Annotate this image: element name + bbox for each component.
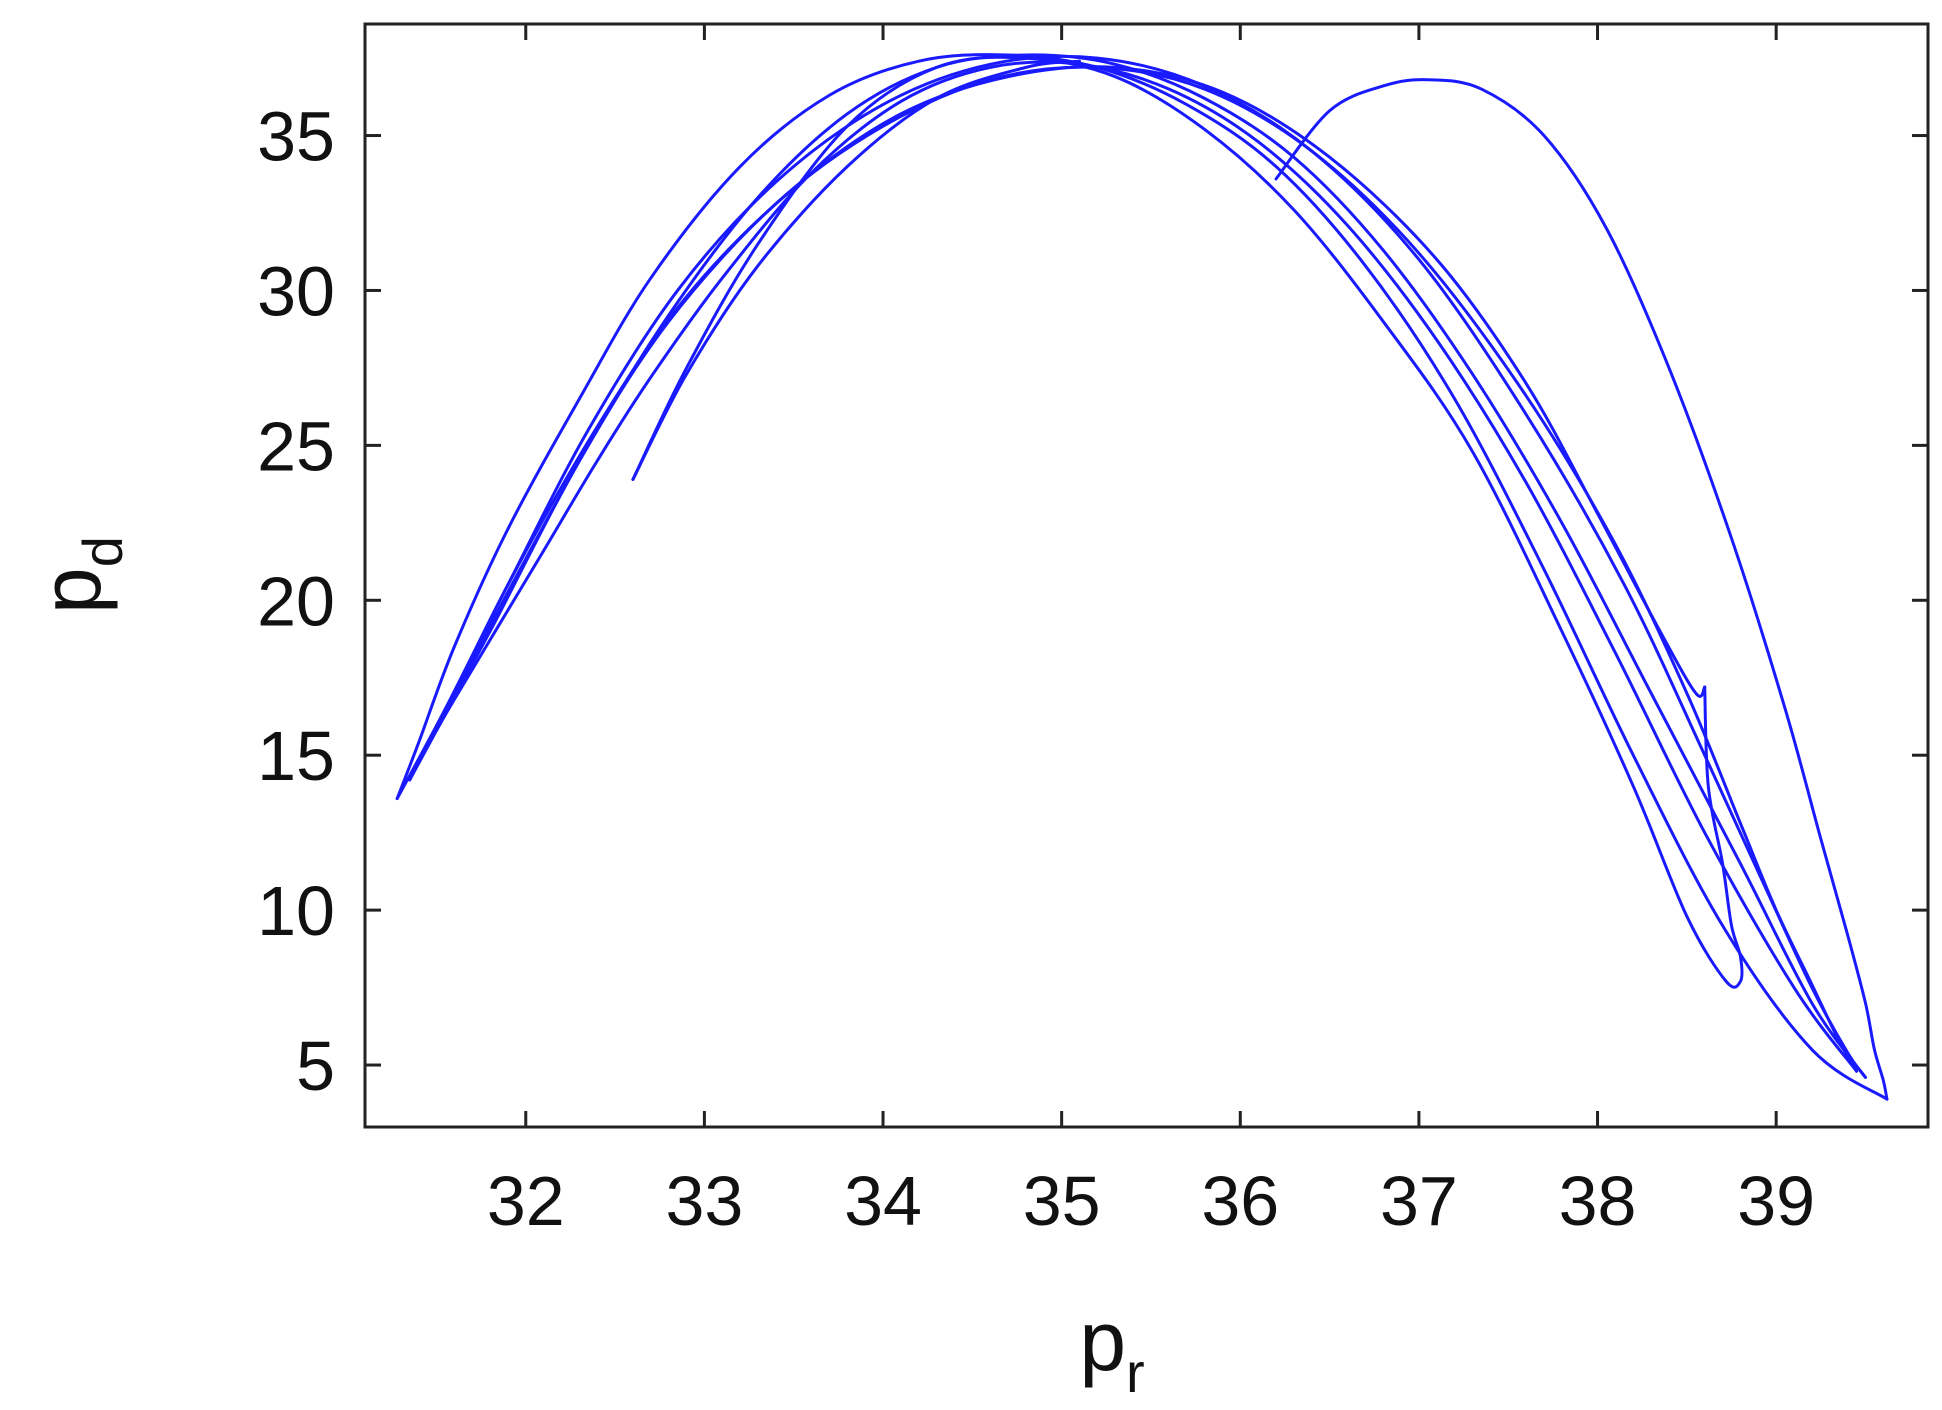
x-axis-label-main: p	[1079, 1294, 1126, 1388]
x-tick-label-37: 37	[1380, 1162, 1458, 1240]
x-tick-label-39: 39	[1737, 1162, 1815, 1240]
x-tick-label-33: 33	[665, 1162, 743, 1240]
x-axis-label-subscript: r	[1126, 1341, 1145, 1404]
y-tick-label-20: 20	[257, 562, 335, 640]
y-tick-label-30: 30	[257, 252, 335, 330]
y-tick-label-5: 5	[296, 1027, 335, 1105]
x-tick-label-34: 34	[844, 1162, 922, 1240]
y-tick-label-35: 35	[257, 98, 335, 176]
trajectory-segment-8	[631, 55, 1744, 989]
x-tick-label-36: 36	[1201, 1162, 1279, 1240]
trajectory-segment-5	[408, 65, 1859, 1073]
trajectory-segment-2	[395, 53, 1889, 1101]
plot-frame	[363, 22, 1930, 1129]
trajectory-segment-3	[395, 54, 1867, 1079]
y-axis-label-main: p	[24, 567, 118, 614]
y-axis-label-subscript: d	[71, 536, 134, 567]
x-axis-label: pr	[1079, 1294, 1144, 1404]
x-tick-label-32: 32	[487, 1162, 565, 1240]
trajectory-segment-1	[1274, 78, 1889, 1101]
curves	[395, 53, 1889, 1101]
x-tick-label-35: 35	[1023, 1162, 1101, 1240]
ticks	[365, 24, 1928, 1127]
trajectory-segment-7	[434, 65, 1707, 732]
trajectory-segment-4	[408, 53, 1867, 1079]
y-tick-label-25: 25	[257, 407, 335, 485]
trajectory-segment-6	[434, 60, 1859, 1073]
y-tick-label-10: 10	[257, 872, 335, 950]
y-axis-label: pd	[24, 536, 134, 614]
x-tick-label-38: 38	[1559, 1162, 1637, 1240]
trajectory-segment-9	[631, 59, 1082, 481]
tick-labels: 32 33 34 35 36 37 38 39 5 10 15 20 25 30 35	[257, 98, 1815, 1240]
y-tick-label-15: 15	[257, 717, 335, 795]
